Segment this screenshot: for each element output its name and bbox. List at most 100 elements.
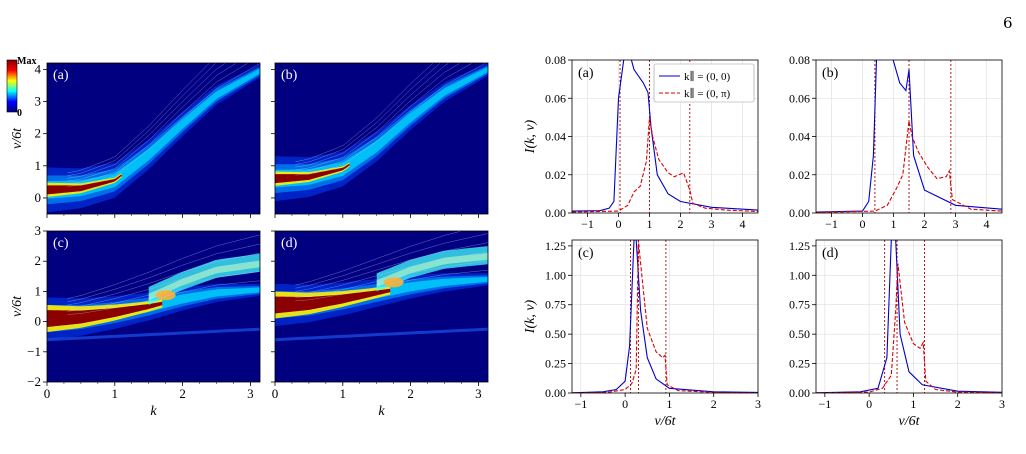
colorbar	[6, 59, 18, 113]
y-tick-label: 0.02	[789, 168, 810, 182]
heatmap-contour-line	[295, 233, 488, 289]
x-tick-label: 1	[910, 397, 916, 411]
y-axis-label: I(k, ν)	[523, 299, 538, 334]
y-tick-label: −2	[27, 374, 41, 389]
x-tick-label: 4	[740, 217, 746, 231]
series-line-k0pi	[572, 117, 758, 213]
x-tick-label: 3	[247, 386, 254, 401]
y-tick-label: 1	[35, 158, 42, 173]
heatmap-lower-band	[47, 327, 260, 342]
x-tick-label: 0	[44, 386, 51, 401]
y-tick-label: 0.08	[789, 53, 810, 67]
colorbar-min-label: 0	[17, 108, 22, 119]
panel-label: (d)	[822, 246, 839, 261]
y-tick-label: 0.02	[545, 168, 566, 182]
heatmap-contour-line	[67, 234, 260, 299]
heatmap-panel-1	[47, 63, 260, 214]
plot-frame	[815, 239, 1003, 394]
x-tick-label: 2	[922, 217, 928, 231]
y-tick-label: 0.04	[545, 130, 566, 144]
heatmap-contour-line	[67, 262, 260, 309]
colorbar-max-label: Max	[17, 56, 36, 67]
x-tick-label: 2	[179, 386, 186, 401]
y-tick-label: 1.25	[545, 239, 566, 253]
series-line-k00	[816, 60, 1002, 213]
y-tick-label: 0.06	[545, 91, 566, 105]
x-tick-label: 2	[711, 397, 717, 411]
y-tick-label: 0.00	[545, 206, 566, 220]
panel-label: (a)	[578, 66, 594, 81]
legend-entry-label: k∥ = (0, π)	[684, 87, 731, 100]
y-tick-label: 1.00	[789, 268, 810, 282]
heatmap-frame	[274, 230, 489, 383]
y-axis-label: ν/6t	[10, 295, 25, 317]
panel-label: (c)	[578, 246, 594, 261]
y-tick-label: 0.06	[789, 91, 810, 105]
y-tick-label: 0.00	[789, 386, 810, 400]
y-tick-label: 0.25	[789, 357, 810, 371]
panel-label: (d)	[281, 236, 298, 251]
series-line-k00	[572, 60, 758, 212]
x-axis-label: k	[150, 404, 157, 419]
series-line-k0pi	[572, 240, 758, 393]
line-panel-4	[816, 240, 1002, 393]
line-panel-2	[816, 60, 1002, 213]
y-tick-label: 0.50	[789, 327, 810, 341]
y-tick-label: 4	[35, 61, 42, 76]
y-axis-label: I(k, ν)	[523, 119, 538, 154]
x-tick-label: −1	[574, 397, 587, 411]
x-tick-label: 1	[666, 397, 672, 411]
y-tick-label: 3	[35, 223, 42, 238]
x-tick-label: 2	[678, 217, 684, 231]
heatmap-frame	[274, 62, 489, 215]
heatmap-panel-3	[47, 231, 260, 382]
x-tick-label: 1	[340, 386, 347, 401]
heatmap-frame	[46, 62, 261, 215]
x-axis-label: ν/6t	[655, 414, 677, 429]
panel-label: (a)	[53, 68, 69, 83]
heatmap-contour-line	[295, 63, 434, 163]
x-tick-label: 2	[407, 386, 414, 401]
heatmap-contour-line	[295, 269, 488, 302]
heatmap-upper-band-core	[376, 253, 488, 287]
y-tick-label: 1	[35, 283, 42, 298]
heatmap-hotspot	[155, 290, 176, 301]
heatmap-contour-line	[67, 252, 260, 306]
x-tick-label: 0	[272, 386, 279, 401]
x-tick-label: 2	[955, 397, 961, 411]
y-tick-label: −1	[27, 344, 41, 359]
heatmap-lower-band	[275, 327, 488, 342]
heatmap-contour-line	[295, 63, 487, 176]
heatmap-contour-line	[67, 243, 260, 303]
x-tick-label: 1	[891, 217, 897, 231]
heatmap-contour-line	[67, 63, 227, 179]
heatmap-contour-line	[295, 63, 461, 170]
heatmap-contour-line	[295, 63, 473, 173]
x-tick-label: −1	[581, 217, 594, 231]
x-tick-label: 0	[860, 217, 866, 231]
heatmap-contour-line	[67, 63, 260, 187]
line-panel-3	[572, 240, 758, 393]
heatmap-contour-line	[67, 63, 237, 182]
y-tick-label: 0.08	[545, 53, 566, 67]
heatmap-band-core	[47, 301, 163, 328]
heatmap-band-core	[275, 163, 350, 184]
x-tick-label: 3	[999, 397, 1005, 411]
y-tick-label: 0.75	[545, 298, 566, 312]
y-tick-label: 1.00	[545, 268, 566, 282]
x-tick-label: 3	[953, 217, 959, 231]
heatmap-contour-line	[67, 280, 260, 315]
x-tick-label: 3	[475, 386, 482, 401]
x-tick-label: 4	[984, 217, 990, 231]
heatmap-panel-2	[275, 63, 488, 214]
x-tick-label: 3	[709, 217, 715, 231]
y-axis-label: ν/6t	[10, 127, 25, 149]
x-tick-label: 0	[622, 397, 628, 411]
heatmap-panel-4	[275, 231, 488, 382]
panel-label: (c)	[53, 236, 69, 251]
x-tick-label: 0	[866, 397, 872, 411]
series-line-k00	[816, 240, 1002, 393]
series-line-k0pi	[816, 263, 1002, 393]
series-line-k0pi	[816, 121, 1002, 213]
y-tick-label: 2	[35, 126, 42, 141]
